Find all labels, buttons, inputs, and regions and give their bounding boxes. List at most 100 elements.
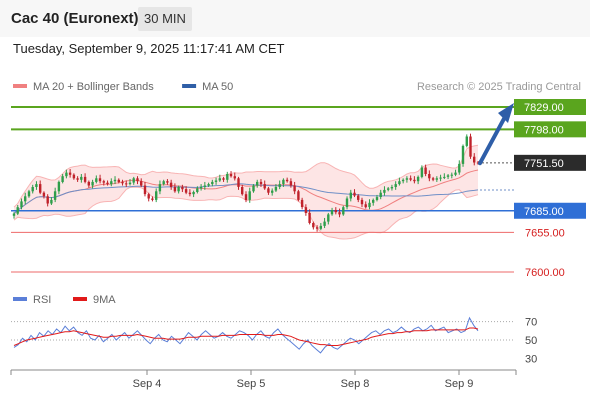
candle-body	[140, 181, 143, 186]
candle	[401, 178, 405, 184]
candle	[166, 179, 169, 185]
candle-body	[102, 181, 105, 183]
candle-body	[155, 191, 158, 200]
candle	[327, 212, 330, 225]
legend-label-1: MA 50	[202, 81, 233, 93]
candle	[342, 205, 345, 216]
candle-body	[128, 182, 132, 185]
resistance-label-1: 7798.00	[524, 124, 564, 136]
candle	[263, 180, 266, 190]
candle	[424, 164, 427, 177]
pivot-label: 7685.00	[524, 206, 564, 218]
candle-body	[65, 172, 68, 177]
candle	[439, 174, 442, 182]
candle	[16, 204, 19, 216]
support-label-4: 7655.00	[525, 227, 565, 239]
candle	[289, 178, 293, 188]
candle-body	[435, 178, 438, 180]
candle	[312, 221, 315, 230]
candle-body	[20, 201, 23, 208]
candle	[360, 197, 364, 208]
candle	[140, 178, 143, 187]
candle	[420, 165, 424, 179]
legend-label-0: MA 20 + Bollinger Bands	[33, 81, 154, 93]
rsi-legend-swatch-1	[73, 297, 87, 301]
candle	[199, 184, 203, 191]
candle-body	[27, 191, 31, 197]
candle-body	[372, 199, 375, 203]
support-label-5: 7600.00	[525, 267, 565, 279]
candle	[241, 184, 244, 196]
rsi-legend: RSI 9MA	[13, 294, 116, 306]
resistance-label-box-0	[514, 99, 586, 115]
candle	[458, 160, 461, 175]
candle-body	[143, 185, 147, 195]
candle-body	[162, 181, 165, 185]
candle-body	[379, 192, 382, 197]
candle	[98, 174, 102, 184]
candle-body	[330, 210, 334, 215]
candle	[398, 177, 401, 186]
timeframe-selector[interactable]: 30 MIN	[138, 7, 192, 31]
candle	[169, 179, 173, 190]
candle-body	[211, 181, 214, 185]
candle	[443, 173, 446, 180]
candle-body	[16, 207, 19, 214]
candle-body	[76, 178, 79, 180]
candle-body	[274, 187, 278, 191]
candle	[473, 153, 476, 166]
candle-body	[259, 181, 263, 185]
candle-body	[61, 176, 64, 182]
candle	[61, 174, 64, 184]
candle-body	[241, 187, 244, 195]
candle	[188, 189, 192, 197]
candle-body	[42, 192, 46, 197]
candle-body	[469, 136, 472, 157]
candle	[42, 191, 46, 199]
price-labels-layer: 7829.00 7798.00 7751.50 7685.00 7655.00 7600.…	[514, 99, 586, 279]
candle	[229, 171, 233, 178]
candle-body	[360, 199, 364, 205]
candle	[435, 176, 438, 182]
candle	[91, 179, 94, 189]
candle	[428, 170, 431, 182]
candle-body	[319, 225, 322, 229]
candle-body	[285, 179, 289, 182]
candle-body	[465, 136, 468, 146]
main-legend: MA 20 + Bollinger Bands MA 50	[13, 81, 233, 93]
candle-body	[218, 178, 221, 181]
candle-body	[214, 180, 218, 182]
candle	[271, 188, 274, 196]
candle	[390, 184, 394, 191]
candle-body	[428, 174, 431, 179]
legend-swatch-0	[13, 84, 27, 88]
candle-body	[323, 221, 326, 226]
candle-body	[409, 178, 412, 180]
ma20-line	[13, 169, 479, 214]
candle-body	[390, 187, 394, 189]
candle-body	[117, 179, 120, 182]
candle	[151, 196, 154, 202]
candle	[117, 178, 120, 184]
candle	[72, 173, 76, 180]
candle-body	[12, 213, 16, 216]
candle-body	[271, 190, 274, 193]
candle-body	[50, 199, 53, 204]
candle	[162, 179, 165, 186]
candle	[24, 192, 27, 205]
candle	[87, 180, 90, 188]
candle	[387, 186, 390, 192]
candle-body	[125, 183, 128, 185]
resistance-label-box-1	[514, 121, 586, 138]
candle	[375, 194, 379, 202]
candle	[203, 181, 206, 190]
candle	[461, 144, 465, 167]
candle	[110, 178, 113, 187]
rsi-legend-label-1: 9MA	[93, 294, 116, 306]
candle-body	[233, 176, 236, 179]
candle	[308, 209, 311, 225]
candle	[267, 186, 270, 195]
candle-body	[394, 184, 397, 187]
candle-body	[439, 177, 442, 179]
